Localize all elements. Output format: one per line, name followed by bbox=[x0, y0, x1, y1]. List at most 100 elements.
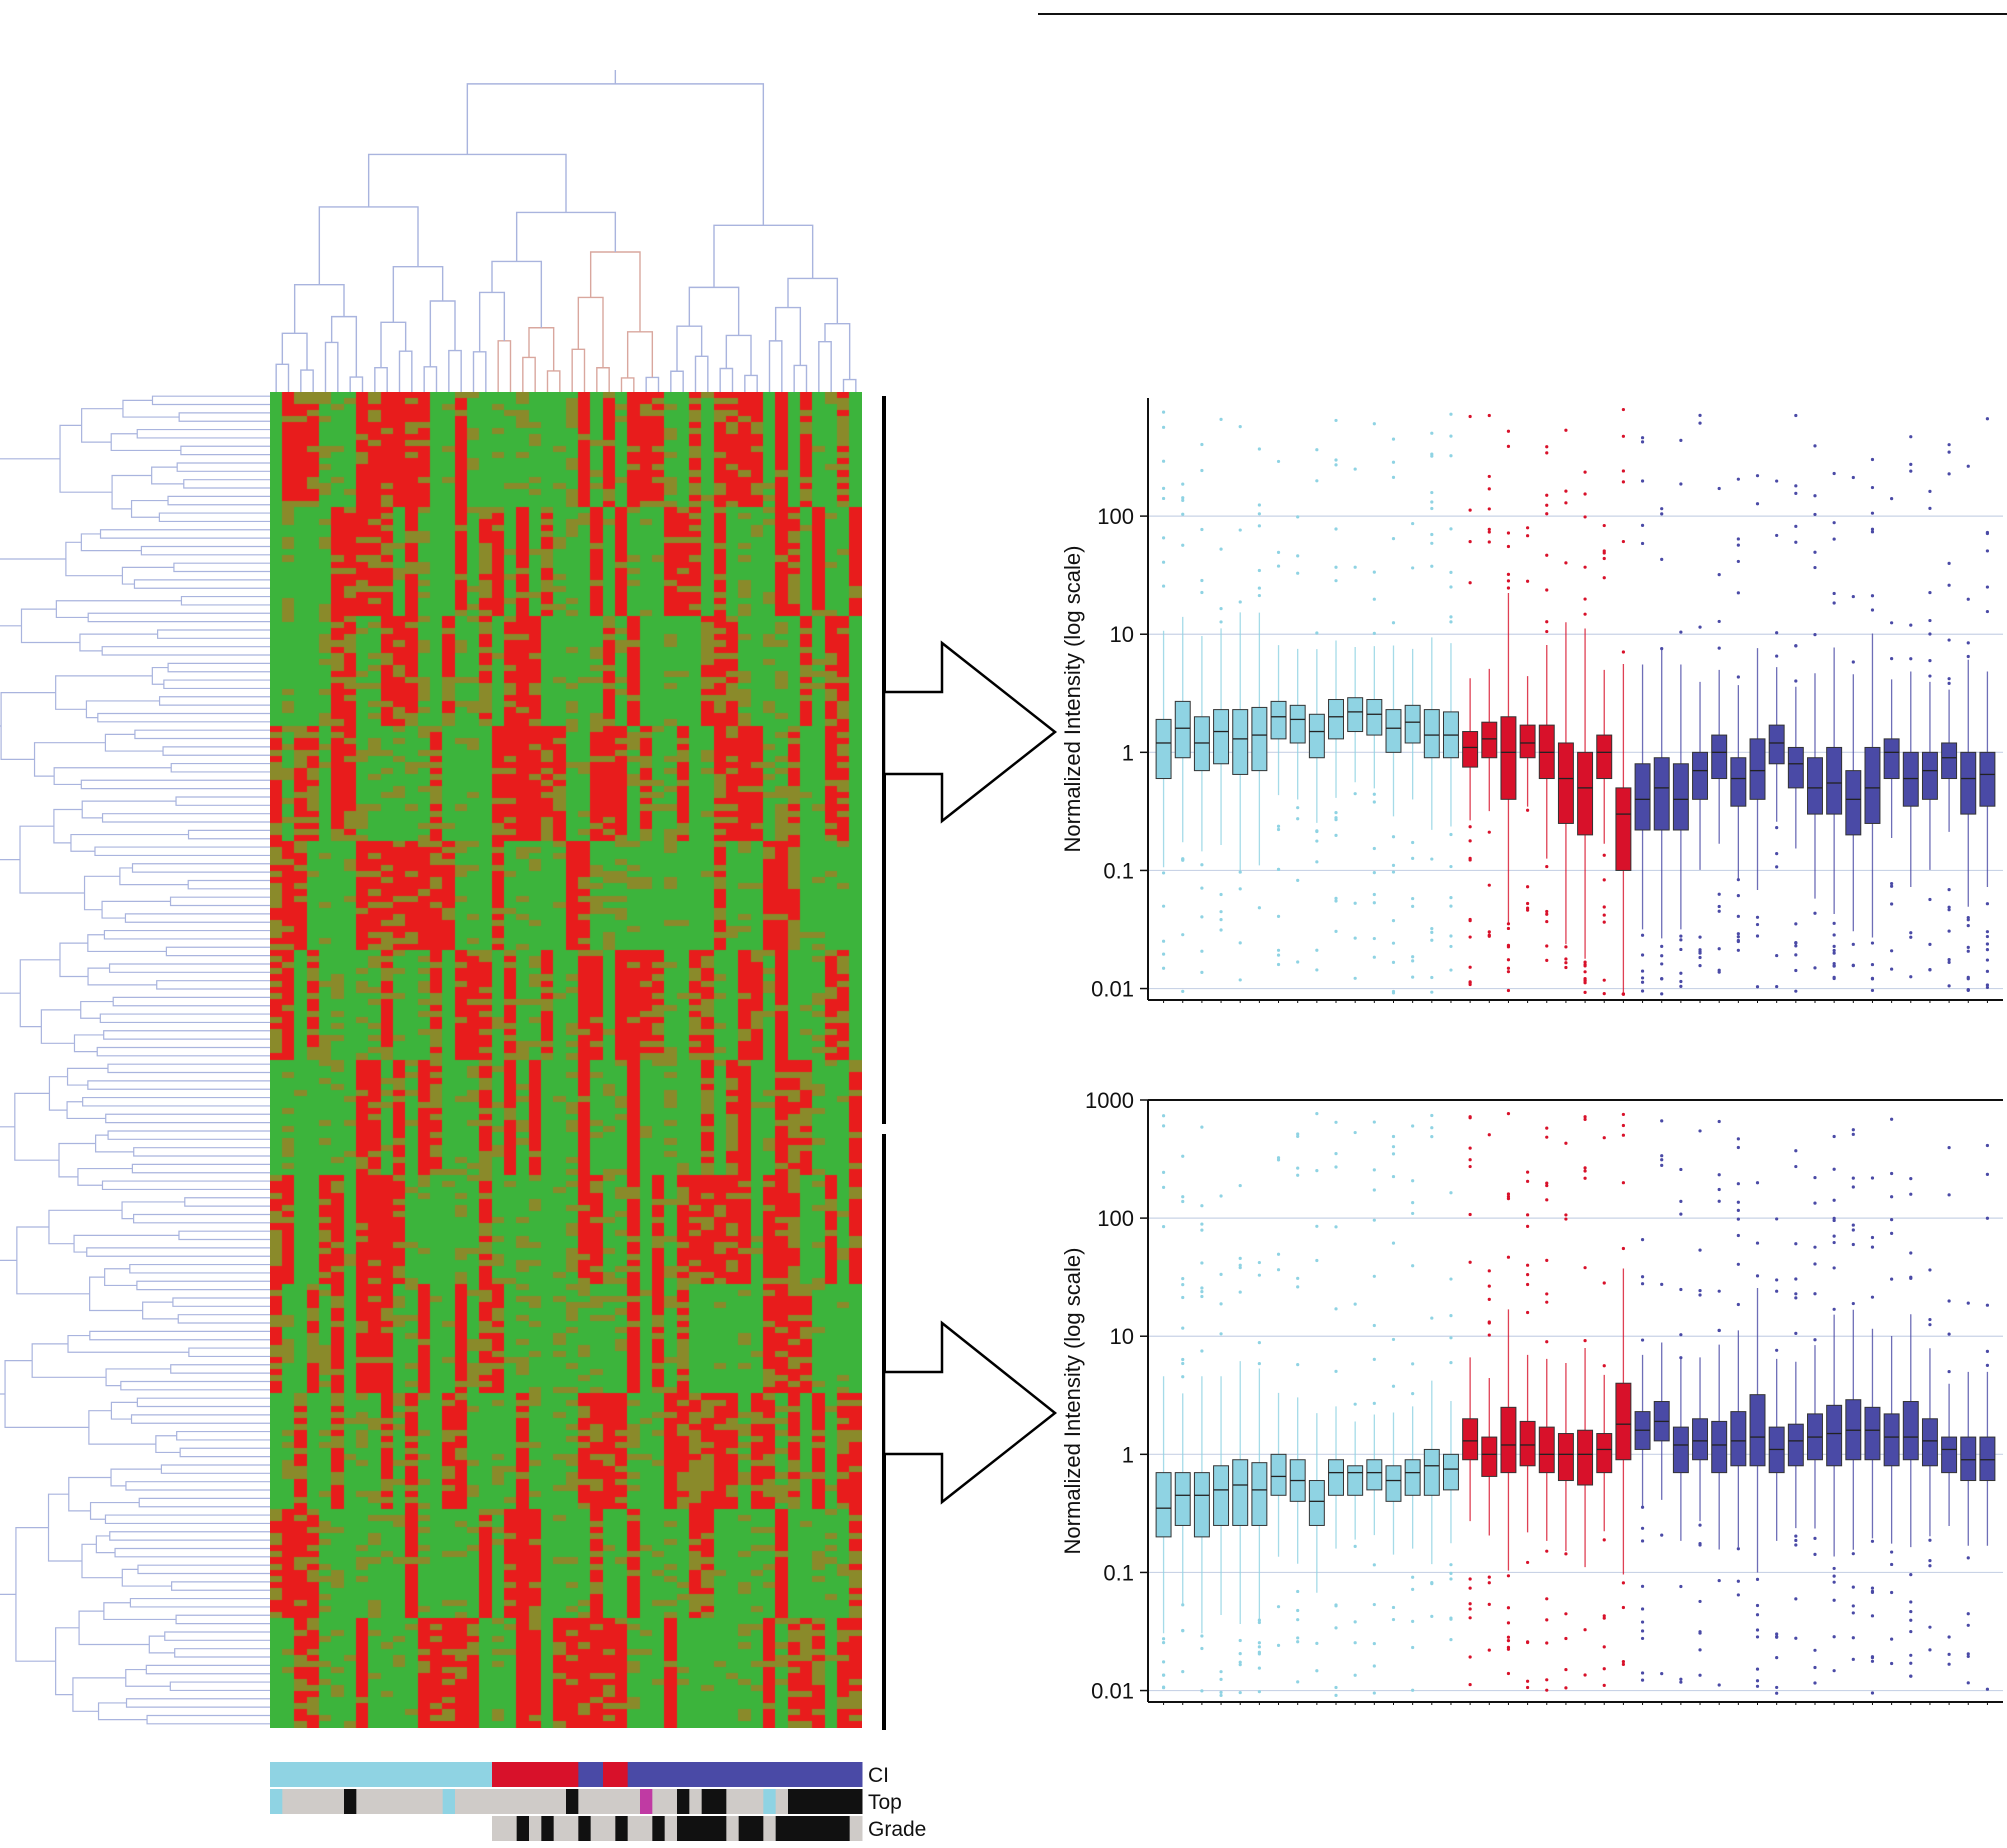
y-tick-label: 1 bbox=[1122, 740, 1134, 765]
box-outlier bbox=[1736, 939, 1740, 944]
row-dendrogram-branch bbox=[105, 1113, 270, 1124]
box-outlier bbox=[1545, 1300, 1549, 1304]
column-dendrogram-branch bbox=[515, 211, 617, 262]
box-outlier bbox=[1602, 905, 1606, 909]
box-outlier bbox=[1717, 1289, 1721, 1293]
box-outlier bbox=[1966, 945, 1970, 949]
box-outlier bbox=[1640, 953, 1645, 957]
box-outlier bbox=[1353, 1641, 1357, 1645]
box-5 bbox=[1232, 424, 1249, 1003]
box-outlier bbox=[1698, 413, 1702, 417]
row-dendrogram-branch bbox=[119, 867, 189, 886]
box-outlier bbox=[1640, 980, 1645, 984]
box-1 bbox=[1155, 1114, 1172, 1705]
row-dendrogram-branch bbox=[121, 1568, 172, 1587]
box-outlier bbox=[1851, 1301, 1855, 1306]
box-6 bbox=[1251, 447, 1268, 1003]
box-outlier bbox=[1545, 958, 1549, 963]
box-43 bbox=[1960, 464, 1977, 1003]
box-outlier bbox=[1430, 490, 1434, 495]
box-outlier bbox=[1468, 982, 1472, 987]
box-outlier bbox=[1890, 884, 1894, 888]
box-outlier bbox=[1985, 902, 1990, 906]
box-outlier bbox=[1353, 1544, 1357, 1548]
box-outlier bbox=[1296, 1362, 1300, 1367]
box-41 bbox=[1921, 489, 1938, 1003]
box-27 bbox=[1653, 1119, 1670, 1705]
box-outlier bbox=[1449, 412, 1453, 416]
box-outlier bbox=[1794, 644, 1798, 648]
row-dendrogram-branch bbox=[0, 558, 66, 627]
box-outlier bbox=[1257, 1650, 1261, 1654]
box-outlier bbox=[1430, 1316, 1434, 1320]
row-dendrogram-branch bbox=[172, 1297, 270, 1307]
box-outlier bbox=[1794, 679, 1798, 683]
box-outlier bbox=[1583, 597, 1587, 601]
row-dendrogram-branch bbox=[162, 746, 270, 756]
box-outlier bbox=[1161, 486, 1166, 490]
box-outlier bbox=[1545, 1135, 1549, 1139]
box-outlier bbox=[1411, 1179, 1415, 1183]
box-outlier bbox=[1947, 443, 1951, 447]
box-outlier bbox=[1411, 840, 1415, 845]
row-dendrogram-branch bbox=[164, 1631, 270, 1641]
box-outlier bbox=[1468, 508, 1472, 512]
box-outlier bbox=[1372, 1602, 1376, 1607]
box-outlier bbox=[1679, 984, 1683, 988]
row-dendrogram-branch bbox=[170, 762, 270, 773]
column-dendrogram-branch bbox=[842, 378, 857, 392]
box-outlier bbox=[1545, 1292, 1549, 1296]
box-outlier bbox=[1621, 650, 1625, 654]
box-outlier bbox=[1966, 1654, 1970, 1659]
box-outlier bbox=[1832, 591, 1836, 596]
track-segment bbox=[775, 1816, 851, 1841]
row-dendrogram-branch bbox=[157, 629, 270, 639]
row-dendrogram-branch bbox=[103, 1602, 177, 1621]
box-outlier bbox=[1755, 934, 1760, 938]
box-outlier bbox=[1602, 1136, 1606, 1140]
box-outlier bbox=[1334, 463, 1338, 467]
row-dendrogram-branch bbox=[87, 1080, 270, 1090]
box-outlier bbox=[1487, 1133, 1491, 1137]
box-8 bbox=[1289, 515, 1306, 1003]
box-outlier bbox=[1621, 1133, 1625, 1137]
box-outlier bbox=[1660, 1119, 1664, 1123]
box-outlier bbox=[1851, 1176, 1855, 1180]
box-outlier bbox=[1966, 977, 1970, 981]
row-dendrogram-branch bbox=[19, 959, 60, 1028]
box-18 bbox=[1481, 413, 1498, 1003]
box-outlier bbox=[1238, 1690, 1242, 1695]
box-outlier bbox=[1794, 922, 1798, 926]
box-outlier bbox=[1200, 1634, 1204, 1638]
box-outlier bbox=[1296, 1134, 1300, 1138]
box-body bbox=[1692, 1418, 1709, 1461]
box-outlier bbox=[1736, 675, 1740, 679]
box-outlier bbox=[1698, 1673, 1702, 1677]
box-20 bbox=[1519, 1170, 1536, 1705]
box-outlier bbox=[1775, 1691, 1779, 1695]
box-outlier bbox=[1832, 1580, 1836, 1584]
box-outlier bbox=[1487, 1602, 1491, 1606]
row-dendrogram-branch bbox=[146, 1714, 270, 1725]
box-outlier bbox=[1679, 938, 1683, 942]
box-outlier bbox=[1947, 450, 1951, 454]
row-dendrogram-branch bbox=[99, 1013, 270, 1024]
box-outlier bbox=[1545, 912, 1549, 916]
box-outlier bbox=[1640, 1539, 1645, 1543]
box-outlier bbox=[1526, 526, 1530, 530]
box-outlier bbox=[1487, 1321, 1491, 1325]
box-body bbox=[1308, 1480, 1325, 1526]
box-11 bbox=[1347, 1130, 1364, 1705]
box-outlier bbox=[1449, 1563, 1453, 1567]
box-outlier bbox=[1296, 1285, 1300, 1289]
box-body bbox=[1845, 770, 1862, 836]
lower-arrow bbox=[882, 1320, 1058, 1505]
box-outlier bbox=[1755, 1613, 1760, 1617]
box-outlier bbox=[1928, 659, 1932, 663]
box-outlier bbox=[1755, 1635, 1760, 1639]
box-outlier bbox=[1257, 1645, 1261, 1649]
box-body bbox=[1883, 738, 1900, 780]
box-outlier bbox=[1449, 1277, 1453, 1281]
box-4 bbox=[1213, 1194, 1230, 1705]
box-outlier bbox=[1372, 1188, 1376, 1192]
